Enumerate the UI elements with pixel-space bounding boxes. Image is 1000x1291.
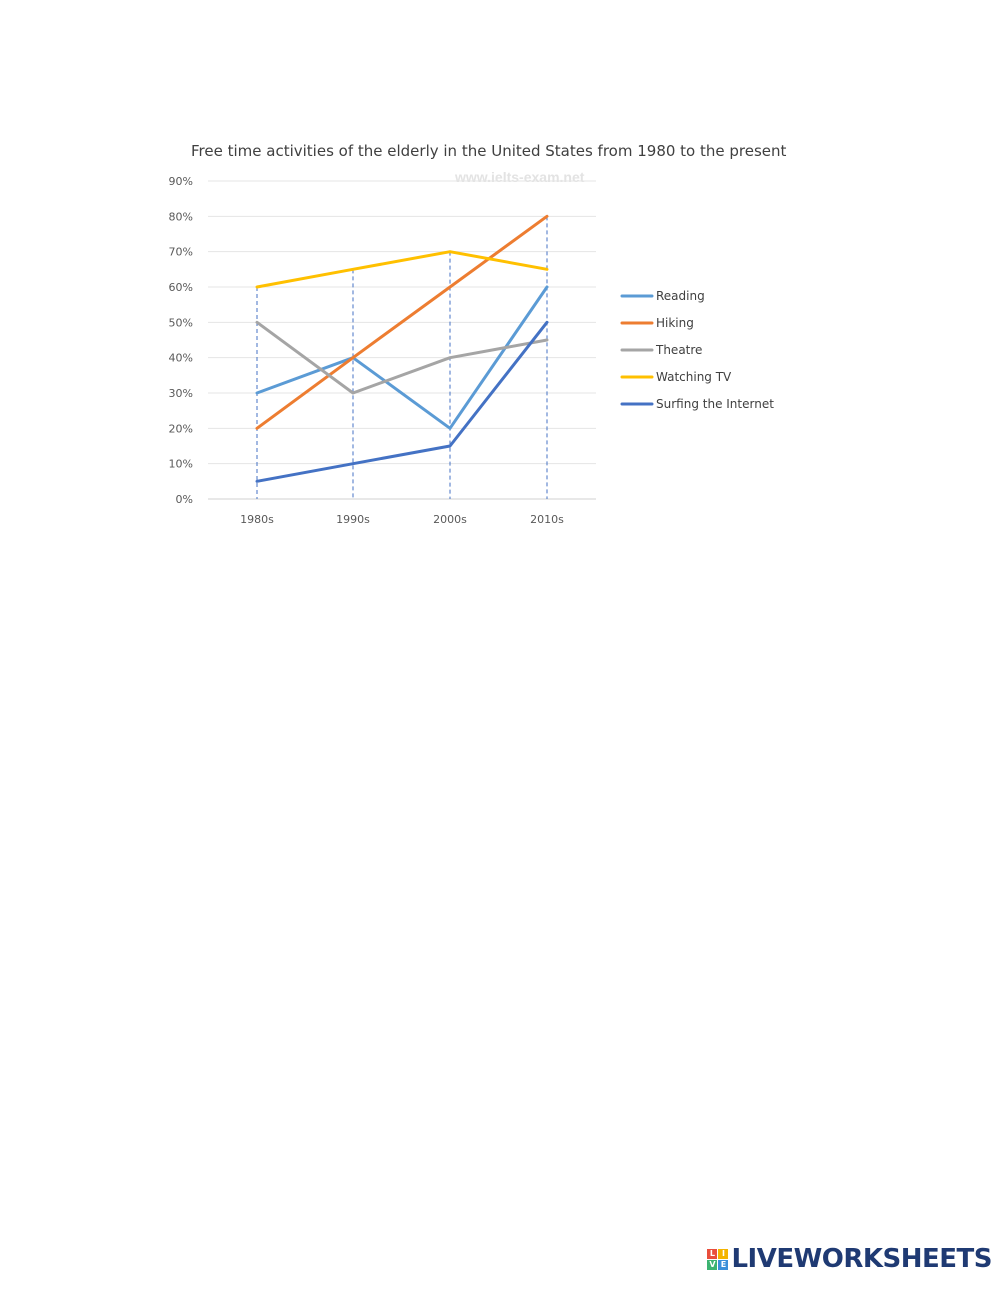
series-line-theatre [255,320,549,395]
line-chart: Free time activities of the elderly in t… [169,142,787,526]
legend: Reading Hiking Theatre Watching TV Surfing t… [620,289,774,411]
series-line-surfing-the-internet [255,320,549,483]
legend-label: Theatre [655,343,702,357]
x-tick-label: 2000s [433,513,467,526]
brand-name: LIVEWORKSHEETS [731,1244,992,1274]
watermark-text: www.ielts-exam.net [454,169,585,185]
y-tick-label: 80% [169,210,193,223]
x-tick-label: 1980s [240,513,274,526]
legend-label: Watching TV [656,370,732,384]
x-tick-label: 1990s [336,513,370,526]
series-line-hiking [255,214,549,430]
legend-label: Reading [656,289,705,303]
y-tick-label: 70% [169,246,193,259]
y-tick-label: 0% [176,493,193,506]
x-axis-ticks: 1980s 1990s 2000s 2010s [240,513,564,526]
chart-title: Free time activities of the elderly in t… [191,142,787,160]
y-tick-label: 30% [169,387,193,400]
logo-letter: E [718,1259,729,1270]
x-tick-label: 2010s [530,513,564,526]
logo-letter: L [707,1248,718,1259]
y-tick-label: 60% [169,281,193,294]
y-tick-label: 40% [169,352,193,365]
y-tick-label: 50% [169,316,193,329]
y-tick-label: 90% [169,175,193,188]
legend-label: Surfing the Internet [656,397,774,411]
y-tick-label: 10% [169,458,193,471]
legend-label: Hiking [656,316,694,330]
series-lines [255,214,549,483]
y-axis-ticks: 0% 10% 20% 30% 40% 50% 60% 70% 80% 90% [169,175,193,506]
y-tick-label: 20% [169,422,193,435]
series-line-reading [255,285,549,430]
logo-letter: I [718,1248,729,1259]
logo-letter: V [707,1259,718,1270]
series-line-watching-tv [255,250,549,289]
gridlines [208,180,596,500]
